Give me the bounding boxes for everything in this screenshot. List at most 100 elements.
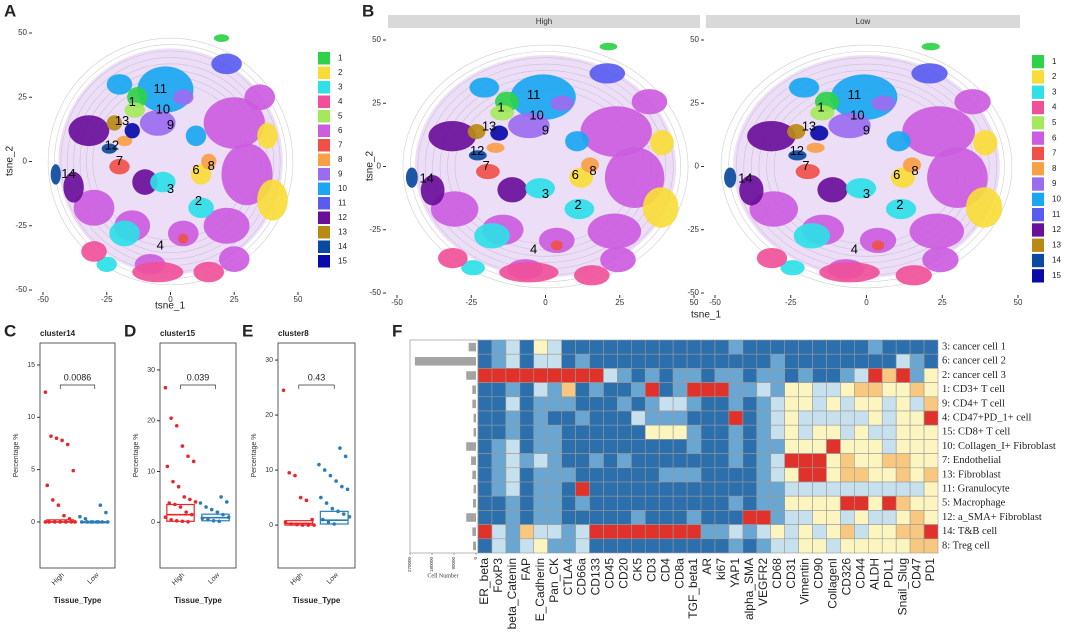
heatmap-cell	[881, 481, 897, 497]
heatmap-cell	[519, 353, 535, 369]
cluster-region	[430, 191, 479, 227]
heatmap-cell	[658, 410, 674, 426]
heatmap-cell	[575, 510, 590, 525]
heatmap-cell	[770, 368, 785, 383]
heatmap-cell	[631, 410, 646, 426]
cluster-label: 8	[911, 163, 918, 178]
data-point	[182, 495, 187, 499]
cluster-region	[581, 157, 599, 173]
heatmap-cell	[895, 396, 911, 412]
heatmap-cell	[547, 481, 562, 497]
heatmap-cell	[909, 396, 925, 412]
x-axis-label: tsne_1	[155, 301, 185, 312]
heatmap-cell	[895, 410, 911, 426]
heatmap-cell	[812, 495, 827, 511]
heatmap-cell	[728, 368, 744, 383]
heatmap-cell	[714, 524, 730, 540]
heatmap-cell	[798, 538, 813, 554]
heatmap-cell	[672, 396, 688, 412]
heatmap-cell	[561, 424, 576, 440]
heatmap-cell	[826, 382, 841, 398]
heatmap-cell	[923, 410, 939, 426]
column-label: E_Cadherin	[533, 558, 547, 621]
plot-title: cluster14	[40, 329, 76, 338]
cell-number-bar	[466, 513, 476, 522]
heatmap-cell	[909, 538, 925, 554]
heatmap-cell	[491, 339, 507, 355]
legend-label: 9	[1052, 179, 1057, 188]
cluster-label: 8	[208, 158, 215, 173]
cluster-region	[50, 164, 61, 185]
panel-letter: A	[4, 1, 16, 20]
heatmap-cell	[714, 538, 730, 554]
heatmap-cell	[840, 524, 855, 540]
cell-number-bar	[473, 428, 476, 437]
cell-number-bar	[414, 357, 476, 366]
heatmap-cell	[519, 467, 535, 483]
p-value: 0.43	[308, 372, 326, 382]
heatmap-cell	[881, 439, 897, 454]
heatmap-cell	[631, 339, 646, 355]
data-point	[317, 462, 321, 467]
heatmap-cell	[784, 424, 799, 440]
x-tick-label: -50	[37, 295, 49, 304]
heatmap-cell	[784, 410, 799, 426]
heatmap-cell	[658, 524, 674, 540]
heatmap-cell	[923, 424, 939, 440]
heatmap-cell	[561, 467, 576, 483]
row-label: 1: CD3+ T cell	[942, 384, 1005, 395]
data-point	[163, 385, 168, 390]
heatmap-cell	[617, 439, 632, 454]
heatmap-cell	[477, 481, 493, 497]
legend-swatch	[318, 211, 330, 224]
heatmap-cell	[617, 510, 632, 525]
significance-bracket	[298, 384, 335, 389]
heatmap-cell	[519, 524, 535, 540]
y-tick-label: 25	[690, 98, 699, 107]
y-tick-label: 10	[265, 467, 273, 474]
heatmap-cell	[589, 382, 604, 398]
cluster-label: 14	[738, 171, 752, 186]
heatmap-cell	[756, 481, 772, 497]
heatmap-cell	[909, 382, 925, 398]
heatmap-cell	[895, 382, 911, 398]
heatmap-cell	[756, 524, 772, 540]
heatmap-cell	[491, 524, 507, 540]
legend-label: 3	[1052, 87, 1057, 96]
cluster-region	[193, 261, 225, 283]
heatmap-cell	[603, 467, 618, 483]
heatmap-cell	[881, 339, 897, 355]
data-point	[200, 516, 205, 521]
heatmap-cell	[770, 382, 785, 398]
heatmap-cell	[895, 538, 911, 554]
data-point	[105, 520, 110, 524]
legend-swatch	[318, 110, 330, 123]
density-contour	[720, 44, 1013, 289]
data-point	[186, 454, 190, 459]
heatmap-cell	[505, 439, 521, 454]
heatmap-cell	[505, 382, 521, 398]
heatmap-cell	[923, 439, 939, 454]
heatmap-cell	[561, 481, 576, 497]
legend-label: 7	[1052, 149, 1057, 158]
cluster-region	[909, 213, 965, 249]
data-point	[310, 517, 314, 522]
data-point	[180, 519, 185, 524]
x-tick-label: -50	[709, 298, 721, 307]
heatmap-cell	[812, 353, 827, 369]
cell-number-bar	[472, 399, 476, 409]
data-point	[62, 513, 66, 518]
cluster-label: 6	[893, 167, 900, 182]
cluster-region	[213, 34, 230, 42]
cluster-region	[599, 42, 618, 51]
column-label: AR	[700, 558, 714, 575]
x-tick-label: 50	[1014, 298, 1023, 307]
heatmap-cell	[589, 396, 604, 412]
y-tick-label: 0	[23, 157, 28, 166]
heatmap-cell	[589, 467, 604, 483]
heatmap-cell	[561, 524, 576, 540]
heatmap-cell	[631, 510, 646, 525]
cluster-label: 2	[896, 197, 903, 212]
heatmap-cell	[658, 353, 674, 369]
heatmap-cell	[826, 396, 841, 412]
